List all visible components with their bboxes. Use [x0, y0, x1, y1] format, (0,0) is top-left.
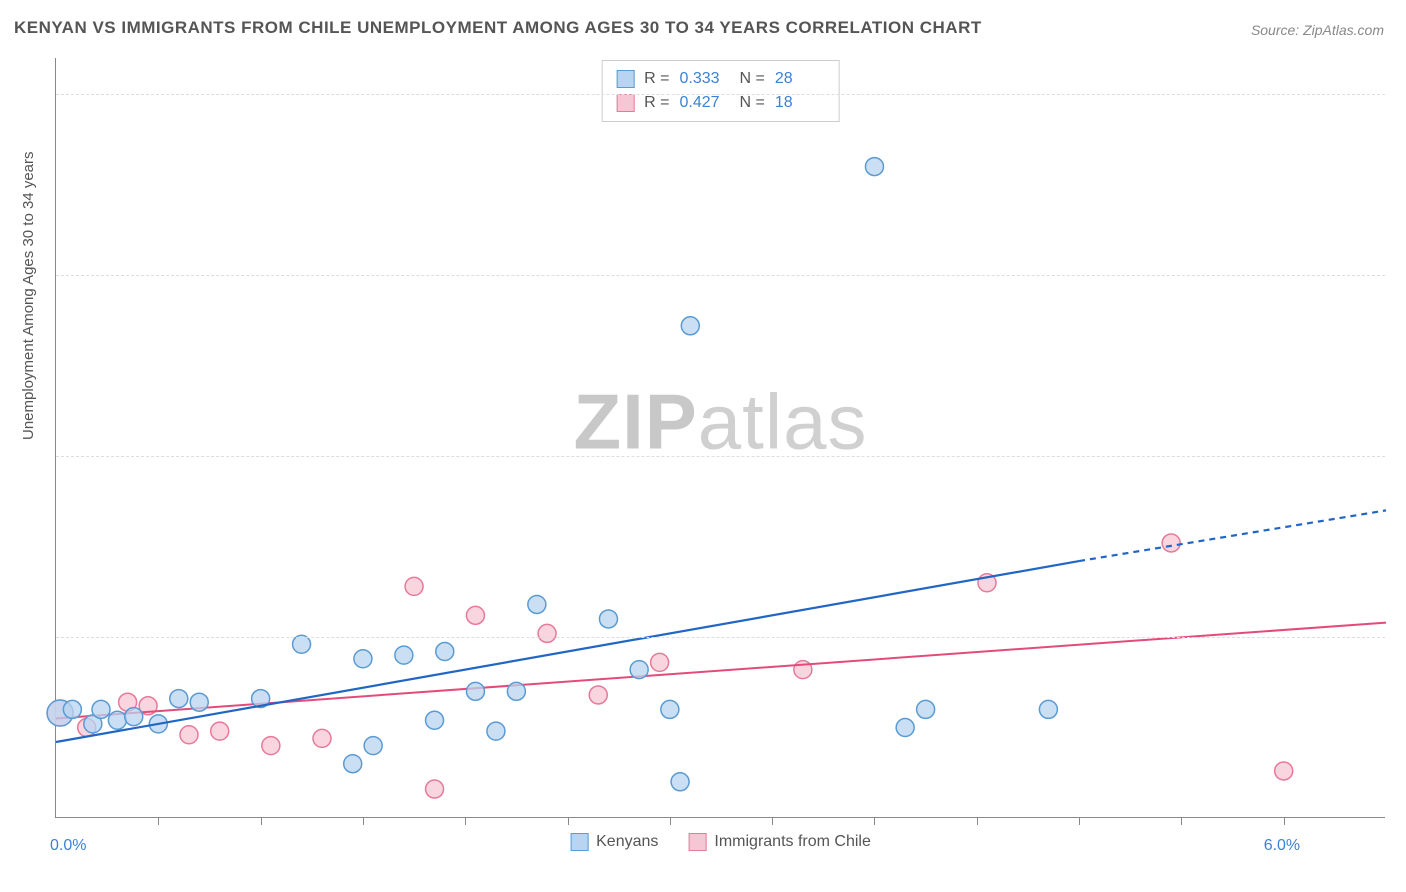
gridline-h: [56, 456, 1385, 457]
legend-swatch-chile: [688, 833, 706, 851]
x-tick-label: 6.0%: [1264, 837, 1300, 855]
scatter-point-kenyans: [190, 693, 208, 711]
stats-n-label: N =: [740, 67, 765, 91]
scatter-point-chile: [180, 726, 198, 744]
scatter-point-kenyans: [63, 700, 81, 718]
scatter-point-chile: [1162, 534, 1180, 552]
x-tick: [568, 817, 569, 825]
gridline-h: [56, 637, 1385, 638]
x-tick: [1284, 817, 1285, 825]
gridline-h: [56, 275, 1385, 276]
scatter-point-kenyans: [426, 711, 444, 729]
scatter-point-kenyans: [528, 595, 546, 613]
scatter-point-kenyans: [865, 158, 883, 176]
stats-swatch-kenyans: [616, 70, 634, 88]
chart-title: KENYAN VS IMMIGRANTS FROM CHILE UNEMPLOY…: [14, 18, 982, 38]
x-tick: [465, 817, 466, 825]
legend-label-chile: Immigrants from Chile: [714, 833, 870, 851]
scatter-point-kenyans: [917, 700, 935, 718]
x-tick: [261, 817, 262, 825]
x-tick: [1181, 817, 1182, 825]
scatter-point-kenyans: [507, 682, 525, 700]
stats-row-kenyans: R = 0.333 N = 28: [616, 67, 825, 91]
x-tick: [670, 817, 671, 825]
scatter-point-kenyans: [599, 610, 617, 628]
scatter-point-kenyans: [170, 690, 188, 708]
scatter-point-kenyans: [487, 722, 505, 740]
legend-swatch-kenyans: [570, 833, 588, 851]
scatter-point-kenyans: [108, 711, 126, 729]
stats-legend-box: R =0.333N =28R =0.427N =18: [601, 60, 840, 122]
scatter-point-chile: [405, 577, 423, 595]
scatter-point-kenyans: [125, 708, 143, 726]
scatter-point-chile: [538, 624, 556, 642]
scatter-point-kenyans: [395, 646, 413, 664]
x-tick: [977, 817, 978, 825]
scatter-point-kenyans: [1039, 700, 1057, 718]
scatter-point-kenyans: [92, 700, 110, 718]
source-attribution: Source: ZipAtlas.com: [1251, 22, 1384, 38]
scatter-point-chile: [426, 780, 444, 798]
x-tick: [1079, 817, 1080, 825]
stats-r-label: R =: [644, 67, 669, 91]
x-tick: [772, 817, 773, 825]
scatter-point-chile: [466, 606, 484, 624]
stats-n-value: 28: [775, 67, 825, 91]
scatter-point-chile: [651, 653, 669, 671]
scatter-point-chile: [589, 686, 607, 704]
scatter-point-kenyans: [630, 661, 648, 679]
series-legend: Kenyans Immigrants from Chile: [570, 833, 871, 851]
scatter-point-kenyans: [661, 700, 679, 718]
legend-item-chile: Immigrants from Chile: [688, 833, 870, 851]
scatter-point-kenyans: [681, 317, 699, 335]
scatter-point-chile: [262, 737, 280, 755]
scatter-point-chile: [313, 729, 331, 747]
plot-area: ZIPatlas R =0.333N =28R =0.427N =18 Keny…: [55, 58, 1385, 818]
chart-container: KENYAN VS IMMIGRANTS FROM CHILE UNEMPLOY…: [0, 0, 1406, 892]
x-tick: [874, 817, 875, 825]
stats-swatch-chile: [616, 94, 634, 112]
scatter-point-chile: [1275, 762, 1293, 780]
x-tick: [158, 817, 159, 825]
trend-line-ext-kenyans: [1079, 510, 1386, 561]
scatter-point-chile: [211, 722, 229, 740]
scatter-point-kenyans: [436, 643, 454, 661]
legend-label-kenyans: Kenyans: [596, 833, 658, 851]
y-axis-title: Unemployment Among Ages 30 to 34 years: [20, 151, 37, 440]
scatter-point-kenyans: [896, 719, 914, 737]
chart-svg: [56, 58, 1385, 817]
x-tick-label: 0.0%: [50, 837, 86, 855]
scatter-point-kenyans: [354, 650, 372, 668]
stats-r-value: 0.333: [680, 67, 730, 91]
gridline-h: [56, 94, 1385, 95]
scatter-point-kenyans: [466, 682, 484, 700]
scatter-point-kenyans: [344, 755, 362, 773]
legend-item-kenyans: Kenyans: [570, 833, 658, 851]
scatter-point-kenyans: [671, 773, 689, 791]
x-tick: [363, 817, 364, 825]
scatter-point-kenyans: [364, 737, 382, 755]
